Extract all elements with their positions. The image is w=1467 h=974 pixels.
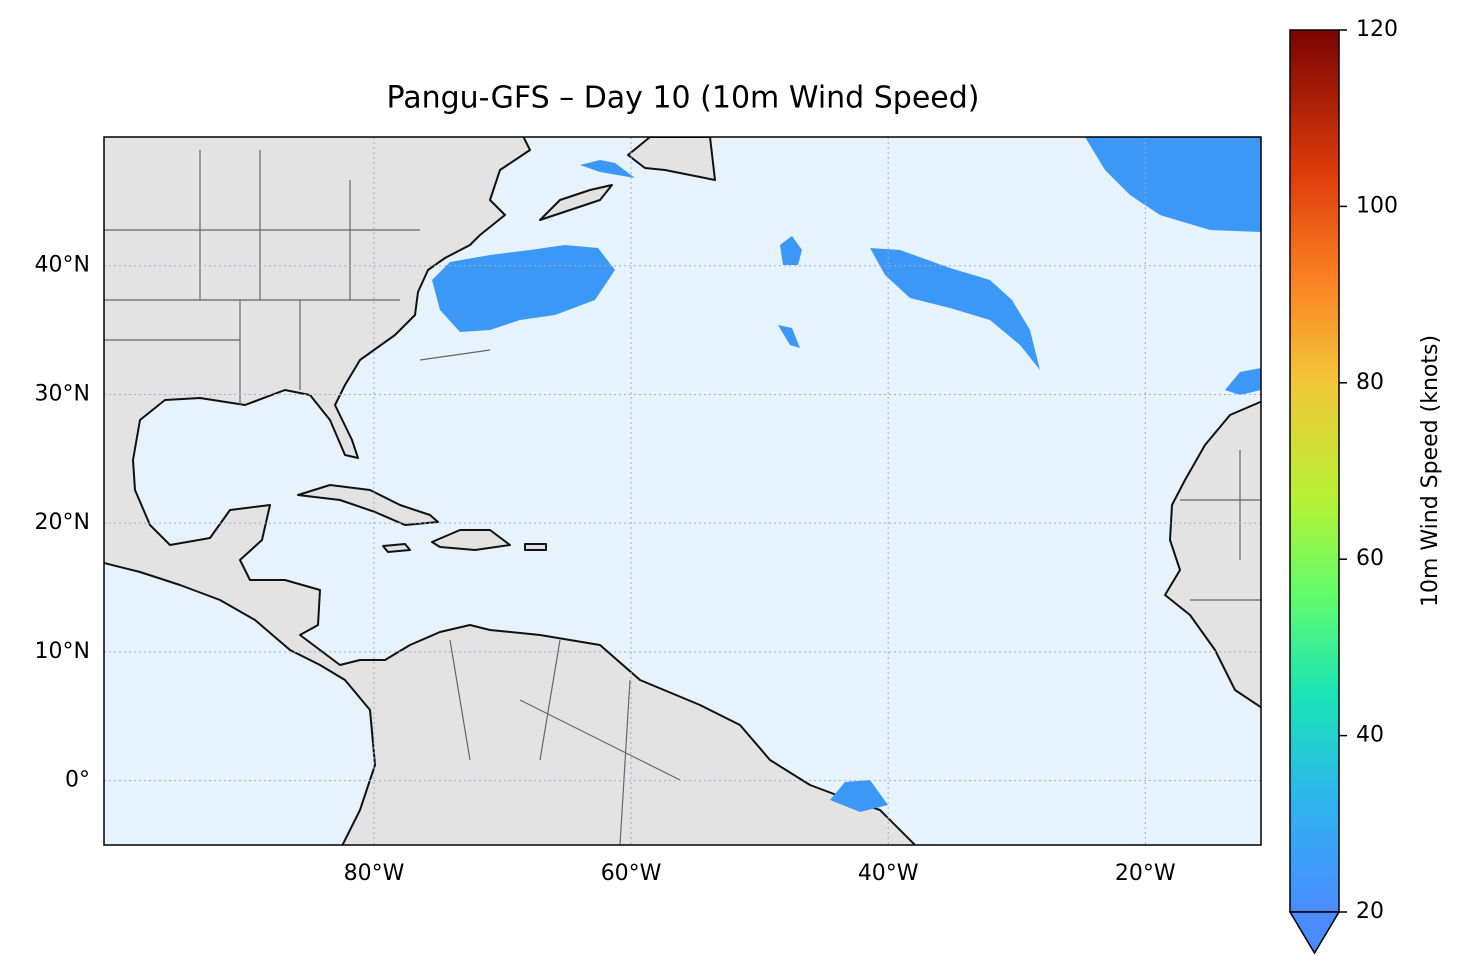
x-tick-label: 20°W bbox=[1115, 861, 1176, 886]
puerto-rico bbox=[524, 543, 547, 551]
wind-swath bbox=[780, 236, 802, 265]
wind-swath bbox=[1085, 137, 1261, 232]
africa bbox=[1164, 400, 1261, 709]
wind-swath bbox=[870, 248, 1040, 370]
americas bbox=[104, 137, 917, 845]
y-tick-label: 30°N bbox=[35, 381, 90, 406]
wind-swath bbox=[830, 780, 888, 812]
colorbar-tick-label: 40 bbox=[1356, 723, 1384, 748]
map-frame bbox=[103, 136, 1262, 846]
borders bbox=[104, 150, 1261, 845]
colorbar-extend bbox=[1288, 911, 1341, 955]
wind-swath bbox=[1225, 368, 1261, 395]
cuba bbox=[297, 484, 439, 526]
map-title: Pangu-GFS – Day 10 (10m Wind Speed) bbox=[386, 81, 979, 116]
graticule bbox=[104, 137, 1261, 845]
y-tick-label: 10°N bbox=[35, 639, 90, 664]
map-area bbox=[104, 137, 1261, 845]
wind-swath bbox=[778, 325, 800, 348]
y-tick-label: 0° bbox=[65, 768, 90, 793]
y-tick-label: 20°N bbox=[35, 510, 90, 535]
colorbar-tick-label: 80 bbox=[1356, 370, 1384, 395]
x-tick-label: 60°W bbox=[601, 861, 662, 886]
colorbar-tick-label: 60 bbox=[1356, 546, 1384, 571]
wind-swath bbox=[432, 245, 615, 332]
hispaniola bbox=[431, 529, 511, 551]
wind-swath bbox=[580, 160, 635, 178]
x-tick-label: 40°W bbox=[858, 861, 919, 886]
colorbar-label: 10m Wind Speed (knots) bbox=[1418, 335, 1443, 607]
jamaica bbox=[382, 543, 411, 553]
y-tick-label: 40°N bbox=[35, 253, 90, 278]
colorbar bbox=[1289, 29, 1340, 913]
colorbar-tick-label: 100 bbox=[1356, 193, 1398, 218]
colorbar-tick-label: 120 bbox=[1356, 17, 1398, 42]
x-tick-label: 80°W bbox=[344, 861, 405, 886]
colorbar-tick-label: 20 bbox=[1356, 899, 1384, 924]
newfoundland bbox=[627, 137, 716, 181]
nova-scotia bbox=[539, 184, 613, 221]
